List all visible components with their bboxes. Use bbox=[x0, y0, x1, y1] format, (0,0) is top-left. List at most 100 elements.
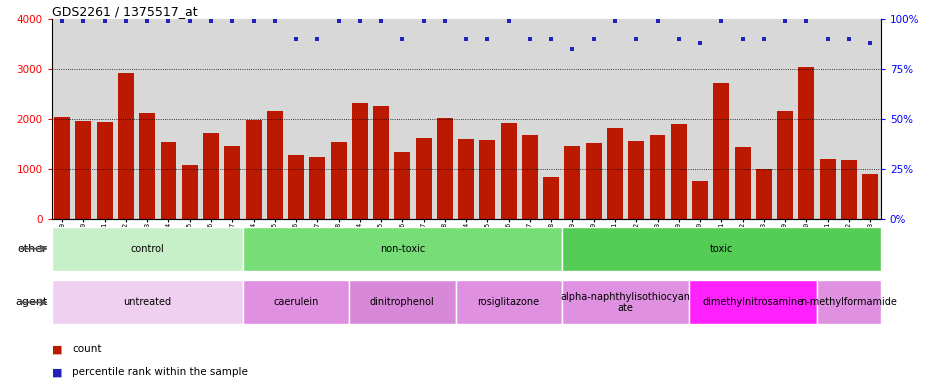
Bar bbox=[458, 139, 474, 219]
Bar bbox=[646, 19, 667, 219]
Bar bbox=[242, 227, 562, 271]
Bar bbox=[712, 83, 728, 219]
Bar bbox=[391, 19, 413, 219]
Bar bbox=[306, 19, 328, 219]
Bar bbox=[585, 142, 601, 219]
Text: other: other bbox=[18, 243, 48, 254]
Text: agent: agent bbox=[15, 297, 48, 308]
Bar bbox=[604, 19, 625, 219]
Bar bbox=[349, 19, 370, 219]
Bar bbox=[455, 19, 476, 219]
Text: n-methylformamide: n-methylformamide bbox=[799, 297, 897, 308]
Bar bbox=[582, 19, 604, 219]
Bar bbox=[667, 19, 689, 219]
Bar bbox=[51, 19, 73, 219]
Bar bbox=[51, 227, 242, 271]
Bar bbox=[96, 122, 112, 219]
Bar bbox=[816, 280, 880, 324]
Bar bbox=[139, 113, 155, 219]
Bar bbox=[731, 19, 753, 219]
Bar bbox=[838, 19, 858, 219]
Text: rosiglitazone: rosiglitazone bbox=[477, 297, 539, 308]
Text: alpha-naphthylisothiocyan
ate: alpha-naphthylisothiocyan ate bbox=[560, 291, 690, 313]
Bar bbox=[563, 146, 579, 219]
Bar bbox=[649, 135, 665, 219]
Bar bbox=[330, 142, 346, 219]
Bar bbox=[436, 118, 452, 219]
Text: control: control bbox=[130, 243, 164, 254]
Bar bbox=[455, 280, 562, 324]
Bar bbox=[774, 19, 795, 219]
Text: dinitrophenol: dinitrophenol bbox=[370, 297, 434, 308]
Bar bbox=[692, 182, 708, 219]
Text: percentile rank within the sample: percentile rank within the sample bbox=[72, 367, 248, 377]
Bar bbox=[607, 128, 622, 219]
Bar bbox=[157, 19, 179, 219]
Bar bbox=[625, 19, 646, 219]
Text: ■: ■ bbox=[51, 367, 62, 377]
Text: untreated: untreated bbox=[123, 297, 171, 308]
Bar bbox=[285, 19, 306, 219]
Bar bbox=[797, 67, 813, 219]
Bar bbox=[51, 280, 242, 324]
Text: GDS2261 / 1375517_at: GDS2261 / 1375517_at bbox=[51, 5, 197, 18]
Bar bbox=[776, 111, 792, 219]
Bar bbox=[137, 19, 157, 219]
Bar bbox=[160, 142, 176, 219]
Bar bbox=[543, 177, 559, 219]
Bar bbox=[753, 19, 774, 219]
Bar bbox=[394, 152, 410, 219]
Bar bbox=[562, 19, 582, 219]
Bar bbox=[670, 124, 686, 219]
Bar bbox=[689, 19, 709, 219]
Bar bbox=[203, 132, 219, 219]
Bar bbox=[476, 19, 498, 219]
Bar bbox=[819, 159, 835, 219]
Bar bbox=[242, 280, 349, 324]
Bar bbox=[349, 280, 455, 324]
Bar bbox=[352, 103, 368, 219]
Bar bbox=[540, 19, 562, 219]
Bar bbox=[267, 111, 283, 219]
Bar bbox=[264, 19, 285, 219]
Bar bbox=[245, 120, 261, 219]
Bar bbox=[370, 19, 391, 219]
Bar bbox=[562, 227, 880, 271]
Bar bbox=[755, 169, 771, 219]
Bar bbox=[689, 280, 816, 324]
Bar bbox=[479, 139, 495, 219]
Bar bbox=[562, 280, 689, 324]
Text: non-toxic: non-toxic bbox=[379, 243, 425, 254]
Bar bbox=[709, 19, 731, 219]
Bar bbox=[118, 73, 134, 219]
Bar bbox=[94, 19, 115, 219]
Bar bbox=[498, 19, 519, 219]
Text: dimethylnitrosamine: dimethylnitrosamine bbox=[702, 297, 803, 308]
Bar bbox=[54, 117, 70, 219]
Bar bbox=[416, 138, 431, 219]
Bar bbox=[287, 156, 303, 219]
Text: count: count bbox=[72, 344, 101, 354]
Bar bbox=[734, 147, 750, 219]
Bar bbox=[500, 123, 516, 219]
Bar bbox=[795, 19, 816, 219]
Bar bbox=[840, 160, 856, 219]
Text: toxic: toxic bbox=[709, 243, 732, 254]
Bar bbox=[309, 157, 325, 219]
Bar bbox=[858, 19, 880, 219]
Bar bbox=[519, 19, 540, 219]
Bar bbox=[222, 19, 242, 219]
Bar bbox=[521, 135, 537, 219]
Bar bbox=[328, 19, 349, 219]
Bar bbox=[182, 165, 197, 219]
Text: ■: ■ bbox=[51, 344, 62, 354]
Text: caerulein: caerulein bbox=[273, 297, 318, 308]
Bar bbox=[861, 174, 877, 219]
Bar bbox=[179, 19, 200, 219]
Bar bbox=[433, 19, 455, 219]
Bar bbox=[816, 19, 838, 219]
Bar bbox=[200, 19, 222, 219]
Bar bbox=[242, 19, 264, 219]
Bar bbox=[115, 19, 137, 219]
Bar bbox=[73, 19, 94, 219]
